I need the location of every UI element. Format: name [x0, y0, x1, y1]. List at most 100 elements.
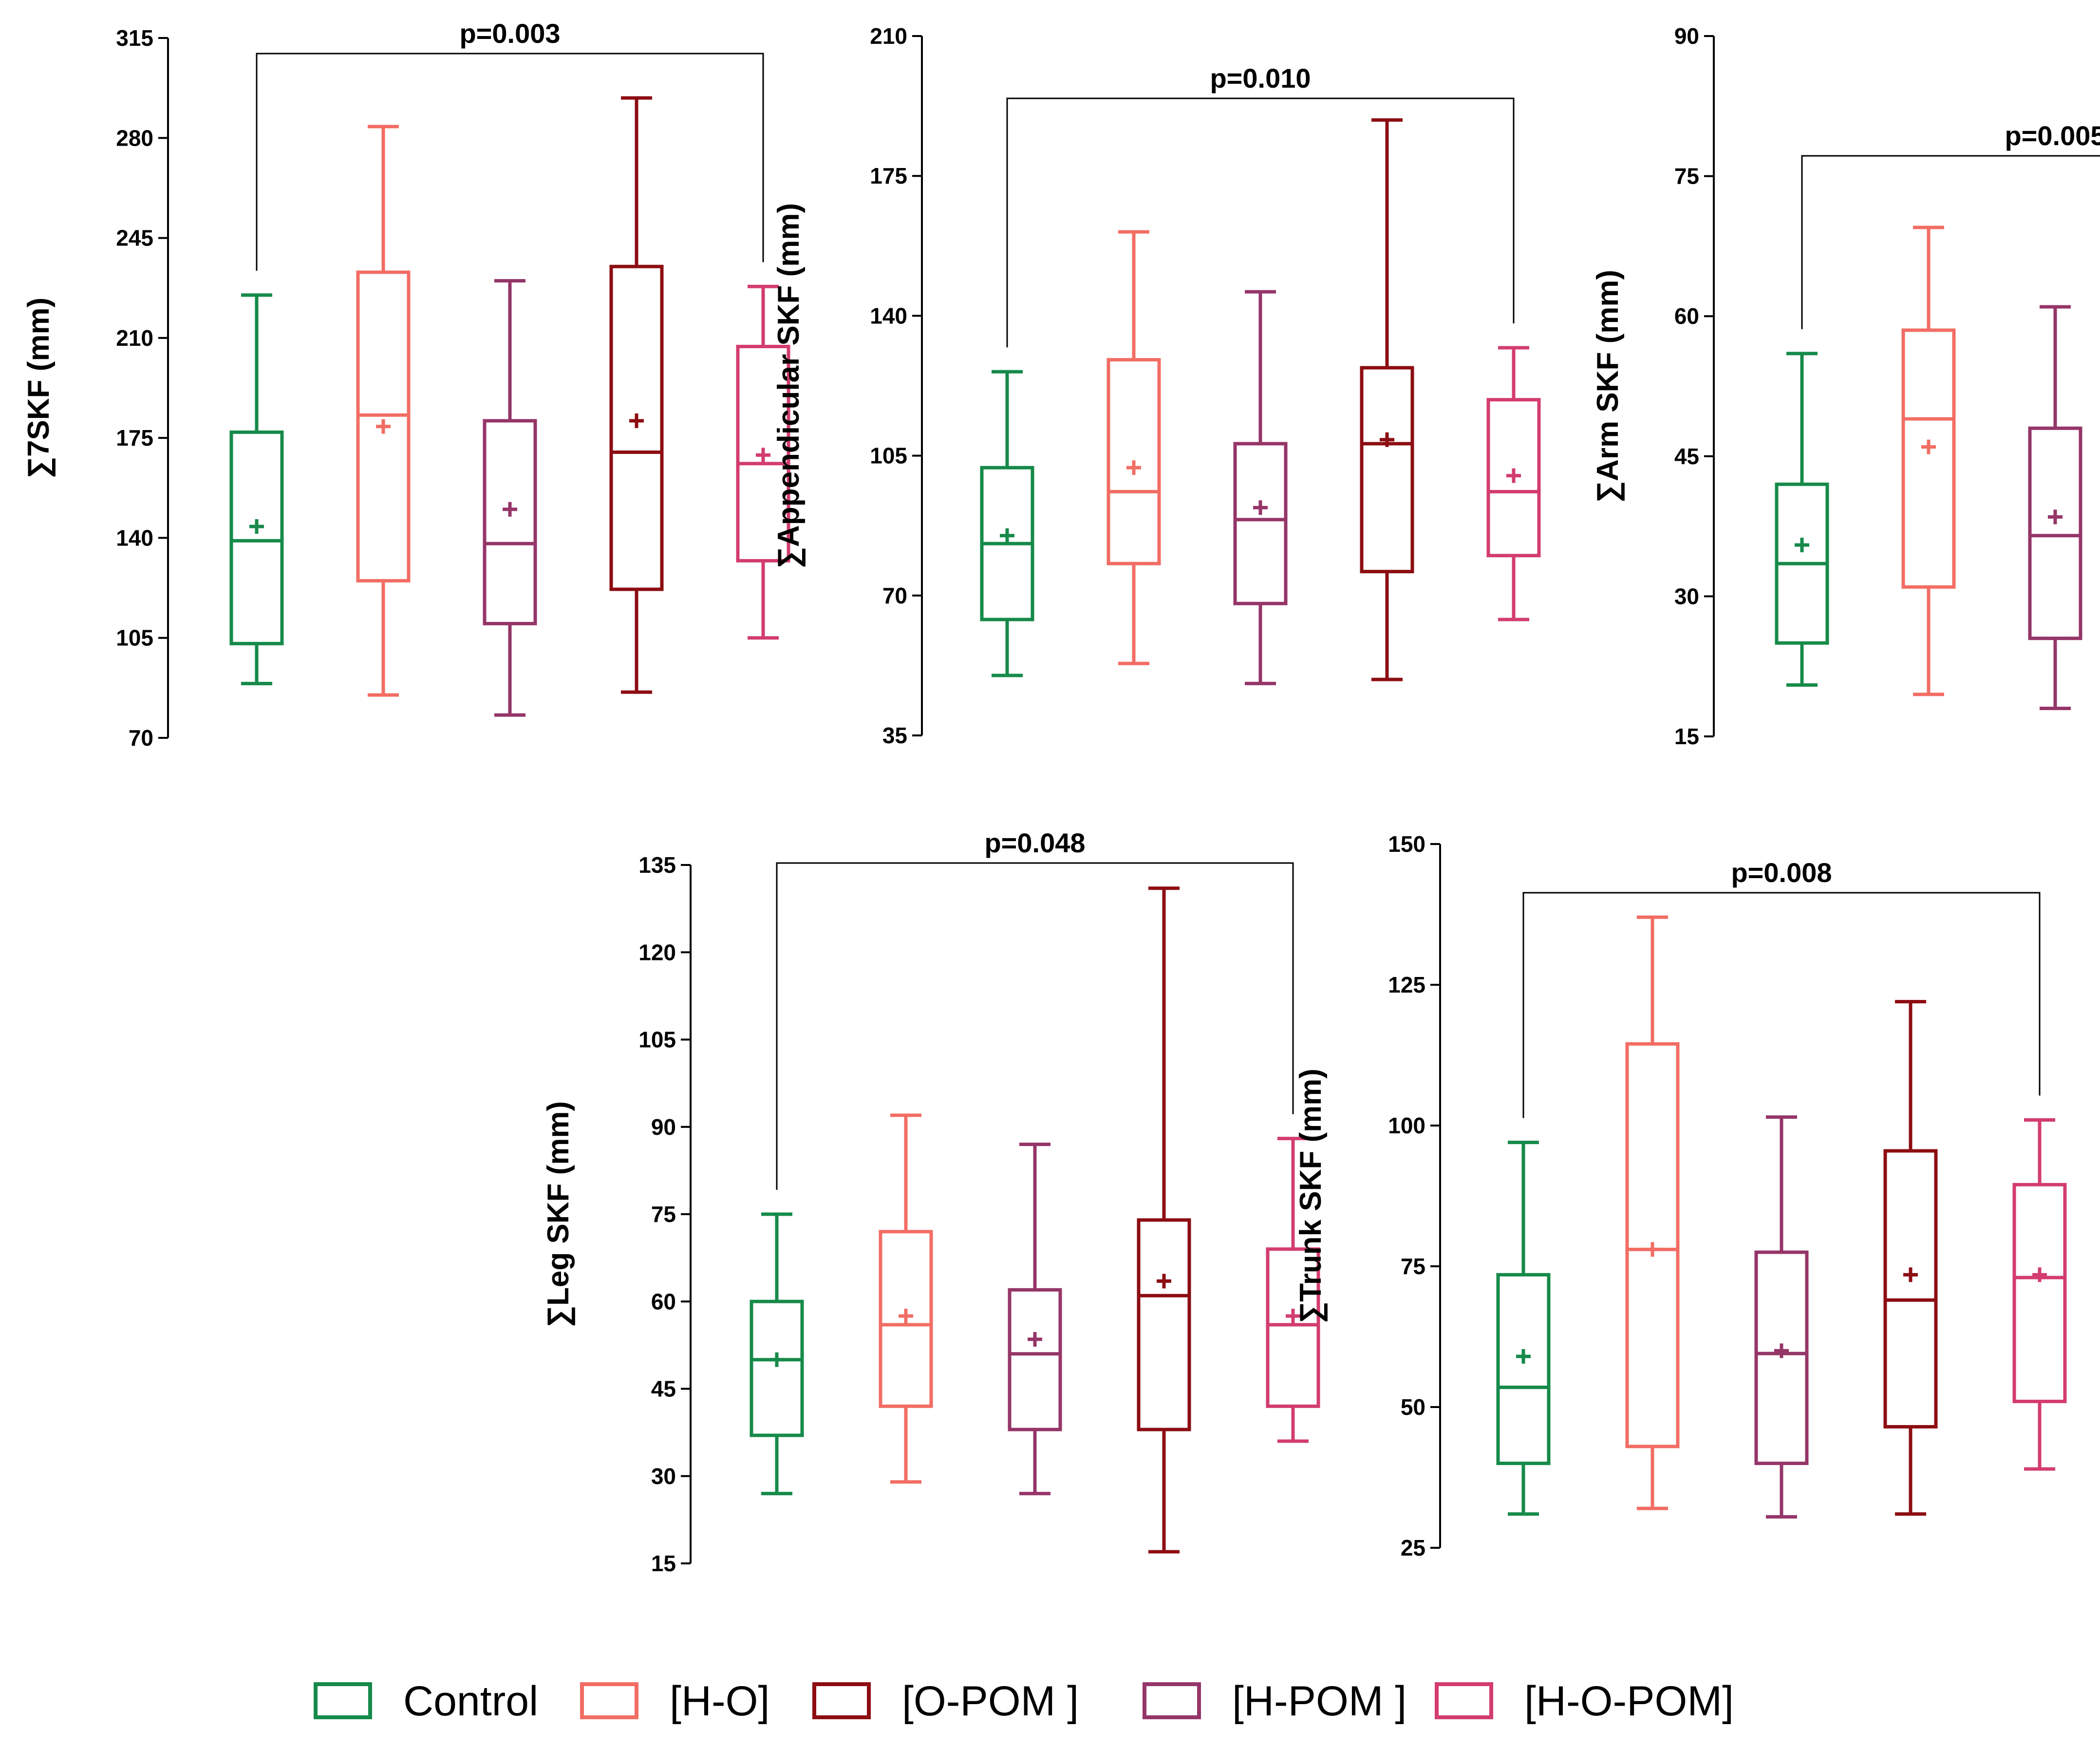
y-tick-label: 70: [129, 725, 153, 751]
y-tick-label: 30: [651, 1464, 676, 1489]
y-tick-label: 90: [1674, 23, 1699, 49]
box-iqr: [1486, 398, 1541, 558]
box-iqr: [1901, 328, 1956, 589]
box-iqr: [1233, 442, 1288, 605]
box-0: [229, 293, 284, 686]
box-2: [483, 279, 537, 717]
box-iqr: [1625, 1042, 1680, 1448]
box-2: [1008, 1143, 1062, 1496]
y-axis-title: ∑Leg SKF (mm): [542, 1101, 575, 1327]
y-tick-label: 105: [116, 625, 153, 651]
box-iqr: [1754, 1250, 1809, 1465]
box-4: [2012, 1118, 2067, 1471]
legend-swatch: [1435, 1682, 1493, 1719]
y-axis-title: ∑Appendicular SKF (mm): [772, 203, 806, 568]
box-0: [1496, 1141, 1551, 1516]
box-2: [1754, 1115, 1809, 1519]
box-iqr: [356, 270, 411, 582]
y-tick-label: 75: [1674, 164, 1699, 189]
y-tick-label: 315: [116, 25, 153, 51]
legend-item: [H-POM ]: [1143, 1678, 1406, 1725]
y-tick-label: 140: [116, 525, 153, 550]
box-iqr: [483, 419, 537, 625]
y-tick-label: 175: [116, 425, 153, 451]
box-iqr: [879, 1230, 933, 1408]
box-1: [879, 1113, 933, 1484]
legend-item: [O-POM ]: [812, 1678, 1079, 1725]
y-tick-label: 15: [651, 1551, 676, 1576]
box-iqr: [2012, 1183, 2067, 1403]
y-tick-label: 135: [638, 852, 676, 878]
box-iqr: [609, 264, 664, 591]
y-tick-label: 105: [870, 443, 907, 469]
y-tick-label: 70: [882, 583, 907, 608]
box-iqr: [1266, 1247, 1320, 1408]
legend-label: [O-POM ]: [902, 1678, 1079, 1725]
box-iqr: [2028, 426, 2082, 640]
chart-panel-3: 15 30 45 60 75 90 105 120 135 ∑Leg SKF (mm) p=0.04…: [542, 827, 1320, 1576]
box-iqr: [1496, 1273, 1551, 1465]
y-tick-label: 60: [1674, 303, 1699, 329]
legend-swatch: [812, 1682, 871, 1719]
box-0: [1775, 352, 1829, 687]
box-2: [1233, 290, 1288, 685]
y-tick-label: 45: [651, 1376, 676, 1402]
box-1: [1106, 230, 1161, 665]
y-tick-label: 35: [882, 723, 907, 748]
p-value-label: p=0.048: [984, 827, 1085, 858]
significance-bracket: [1006, 97, 1515, 348]
chart-panel-1: 35 70 105 140 175 210 ∑Appendicular SKF (mm) p=…: [772, 23, 1541, 748]
legend-label: [H-O]: [670, 1678, 769, 1725]
box-4: [736, 284, 790, 640]
box-iqr: [736, 344, 790, 563]
box-1: [1901, 225, 1956, 696]
y-tick-label: 105: [638, 1027, 676, 1052]
box-iqr: [1106, 358, 1161, 565]
legend-swatch: [580, 1682, 638, 1719]
y-tick-label: 75: [1401, 1254, 1425, 1279]
significance-bracket: [776, 862, 1294, 1190]
box-iqr: [1008, 1288, 1062, 1431]
box-3: [1883, 1000, 1938, 1516]
box-3: [609, 96, 664, 694]
p-value-label: p=0.003: [459, 18, 560, 49]
chart-panel-4: 25 50 75 100 125 150 ∑Trunk SKF (mm) p=0.008: [1294, 831, 2067, 1560]
legend-item: [H-O-POM]: [1435, 1678, 1734, 1725]
chart-panel-2: 15 30 45 60 75 90 ∑Arm SKF (mm) p=0.005: [1591, 23, 2100, 749]
chart-panel-0: 70 105 140 175 210 245 280 315 ∑7SKF (mm) p=0.003: [22, 18, 790, 751]
box-0: [750, 1212, 804, 1496]
legend-item: Control: [314, 1678, 538, 1725]
p-value-label: p=0.005: [2005, 120, 2100, 151]
y-axis-title: ∑Trunk SKF (mm): [1294, 1069, 1328, 1323]
y-tick-label: 280: [116, 125, 153, 150]
y-tick-label: 150: [1388, 831, 1425, 857]
box-4: [1266, 1137, 1320, 1443]
p-value-label: p=0.010: [1210, 63, 1311, 94]
y-tick-label: 210: [116, 325, 153, 351]
box-1: [1625, 915, 1680, 1510]
y-tick-label: 245: [116, 225, 153, 251]
legend-swatch: [314, 1682, 372, 1719]
legend-item: [H-O]: [580, 1678, 769, 1725]
y-tick-label: 60: [651, 1289, 676, 1314]
box-iqr: [1883, 1149, 1938, 1428]
y-tick-label: 175: [870, 163, 907, 188]
y-tick-label: 140: [870, 303, 907, 328]
y-axis-title: ∑7SKF (mm): [22, 298, 56, 478]
y-tick-label: 50: [1401, 1394, 1425, 1420]
box-2: [2028, 305, 2082, 710]
y-tick-label: 45: [1674, 444, 1699, 469]
p-value-label: p=0.008: [1731, 857, 1832, 888]
significance-bracket: [1801, 155, 2100, 329]
y-tick-label: 90: [651, 1114, 676, 1140]
y-tick-label: 100: [1388, 1113, 1425, 1138]
box-iqr: [229, 430, 284, 645]
significance-bracket: [1522, 892, 2041, 1118]
legend-label: [H-POM ]: [1232, 1678, 1406, 1725]
box-3: [1137, 886, 1191, 1554]
significance-bracket: [256, 53, 764, 271]
legend-label: Control: [403, 1678, 538, 1725]
box-iqr: [750, 1299, 804, 1437]
y-tick-label: 125: [1388, 972, 1425, 997]
y-tick-label: 210: [870, 23, 907, 49]
